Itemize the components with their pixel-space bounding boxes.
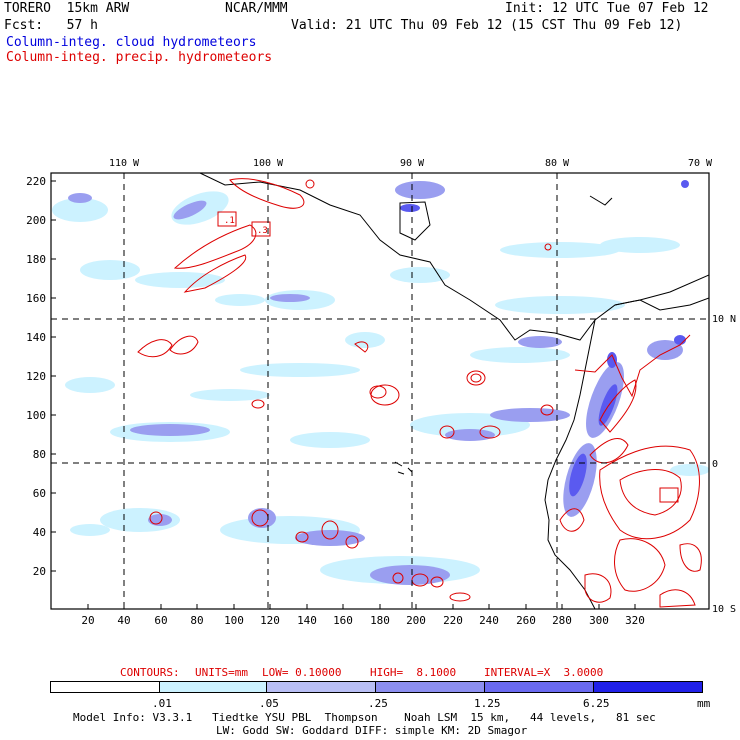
y-tick-label: 200 <box>26 214 46 227</box>
color-bar-label: 6.25 <box>583 697 610 710</box>
init-time: Init: 12 UTC Tue 07 Feb 12 <box>505 1 709 16</box>
contour-low: LOW= 0.10000 <box>262 666 342 679</box>
x-tick-label: 80 <box>190 614 203 627</box>
model-physics: LW: Godd SW: Goddard DIFF: simple KM: 2D… <box>216 724 528 737</box>
color-bar-label: .25 <box>368 697 388 710</box>
lat-label: 0 <box>712 459 718 470</box>
contour-label: .1 <box>224 216 235 226</box>
contour-label: .3 <box>257 226 268 236</box>
x-tick-label: 300 <box>589 614 609 627</box>
model-title: TORERO 15km ARW <box>4 1 130 16</box>
color-bar-segment <box>375 681 485 693</box>
color-bar-label: .01 <box>152 697 172 710</box>
lat-lon-grid <box>51 173 709 609</box>
color-bar-segment <box>159 681 267 693</box>
x-tick-label: 100 <box>224 614 244 627</box>
y-tick-label: 160 <box>26 292 46 305</box>
x-tick-label: 140 <box>297 614 317 627</box>
color-bar-label: 1.25 <box>474 697 501 710</box>
x-tick-label: 320 <box>625 614 645 627</box>
x-tick-label: 160 <box>333 614 353 627</box>
color-bar-segment <box>484 681 594 693</box>
color-bar-segment <box>50 681 160 693</box>
valid-time: Valid: 21 UTC Thu 09 Feb 12 (15 CST Thu … <box>291 18 683 33</box>
y-tick-label: 220 <box>26 175 46 188</box>
x-tick-label: 280 <box>552 614 572 627</box>
y-tick-label: 180 <box>26 253 46 266</box>
x-tick-label: 20 <box>81 614 94 627</box>
coastlines <box>199 173 709 609</box>
institution-label: NCAR/MMM <box>225 1 288 16</box>
lat-label: 10 N <box>712 314 736 325</box>
contour-units: UNITS=mm <box>195 666 248 679</box>
precip-field-label: Column-integ. precip. hydrometeors <box>6 50 273 65</box>
lon-label: 80 W <box>545 158 570 169</box>
cloud-shading <box>52 180 709 585</box>
lon-label: 100 W <box>253 158 284 169</box>
y-tick-label: 80 <box>33 448 46 461</box>
x-tick-label: 120 <box>260 614 280 627</box>
y-tick-label: 140 <box>26 331 46 344</box>
lat-label: 10 S <box>712 604 736 615</box>
x-tick-label: 260 <box>516 614 536 627</box>
color-bar-unit: mm <box>697 697 711 710</box>
lon-label: 70 W <box>688 158 713 169</box>
x-tick-label: 200 <box>406 614 426 627</box>
latitude-labels: 10 N 0 10 S <box>712 314 736 615</box>
y-tick-label: 20 <box>33 565 46 578</box>
x-tick-label: 220 <box>443 614 463 627</box>
x-tick-label: 60 <box>154 614 167 627</box>
y-tick-label: 60 <box>33 487 46 500</box>
forecast-hour: Fcst: 57 h <box>4 18 98 33</box>
x-tick-label: 240 <box>479 614 499 627</box>
x-tick-label: 180 <box>370 614 390 627</box>
y-tick-labels: 220 200 180 160 140 120 100 80 60 40 20 <box>26 175 46 578</box>
color-bar-segment <box>266 681 376 693</box>
cloud-field-label: Column-integ. cloud hydrometeors <box>6 35 257 50</box>
y-tick-label: 100 <box>26 409 46 422</box>
longitude-labels: 110 W 100 W 90 W 80 W 70 W <box>109 158 713 169</box>
color-bar-label: .05 <box>259 697 279 710</box>
color-bar-segment <box>593 681 703 693</box>
contour-high: HIGH= 8.1000 <box>370 666 457 679</box>
contour-interval: INTERVAL=X 3.0000 <box>484 666 604 679</box>
precip-contours <box>137 178 702 608</box>
x-tick-label: 40 <box>117 614 130 627</box>
y-tick-label: 120 <box>26 370 46 383</box>
y-tick-label: 40 <box>33 526 46 539</box>
lon-label: 90 W <box>400 158 425 169</box>
lon-label: 110 W <box>109 158 140 169</box>
contour-keyword: CONTOURS: <box>120 666 180 679</box>
model-info: Model Info: V3.3.1 Tiedtke YSU PBL Thomp… <box>73 711 656 724</box>
x-tick-labels: 20 40 60 80 100 120 140 160 180 200 220 … <box>81 614 645 627</box>
